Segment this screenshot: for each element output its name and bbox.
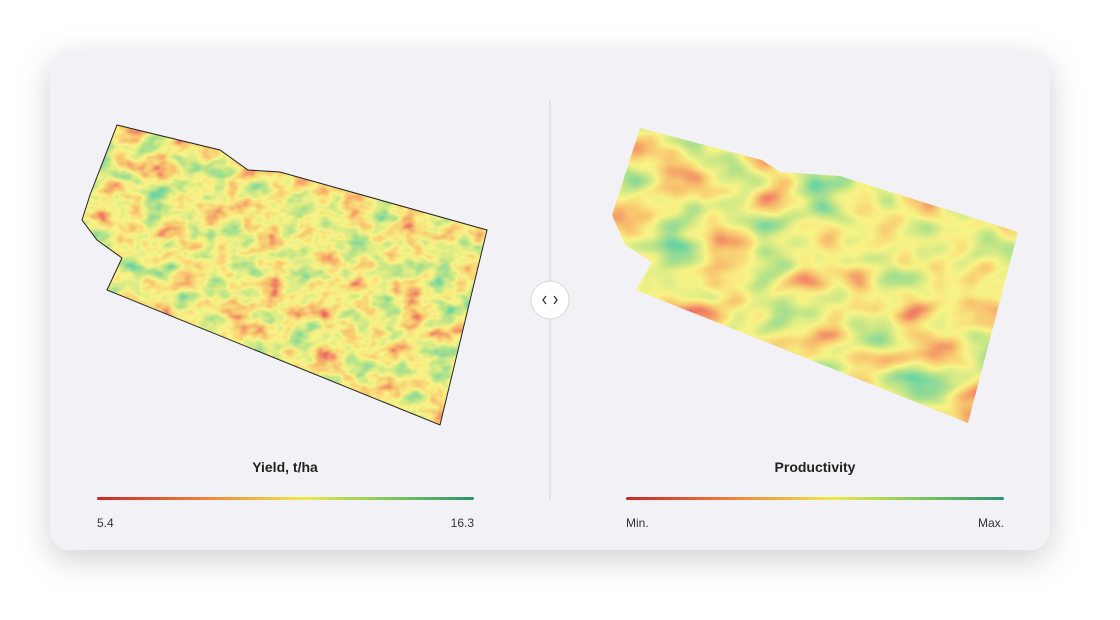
field-outline — [81, 124, 488, 426]
slider-handle[interactable] — [530, 280, 570, 320]
legend-scale — [97, 497, 474, 500]
legend-max: 16.3 — [451, 516, 475, 530]
legend-max: Max. — [978, 516, 1004, 530]
legend-min: 5.4 — [97, 516, 114, 530]
legend-min: Min. — [626, 516, 649, 530]
panel-title: Productivity — [775, 459, 856, 475]
panel-title: Yield, t/ha — [252, 459, 318, 475]
legend-scale — [626, 497, 1004, 500]
